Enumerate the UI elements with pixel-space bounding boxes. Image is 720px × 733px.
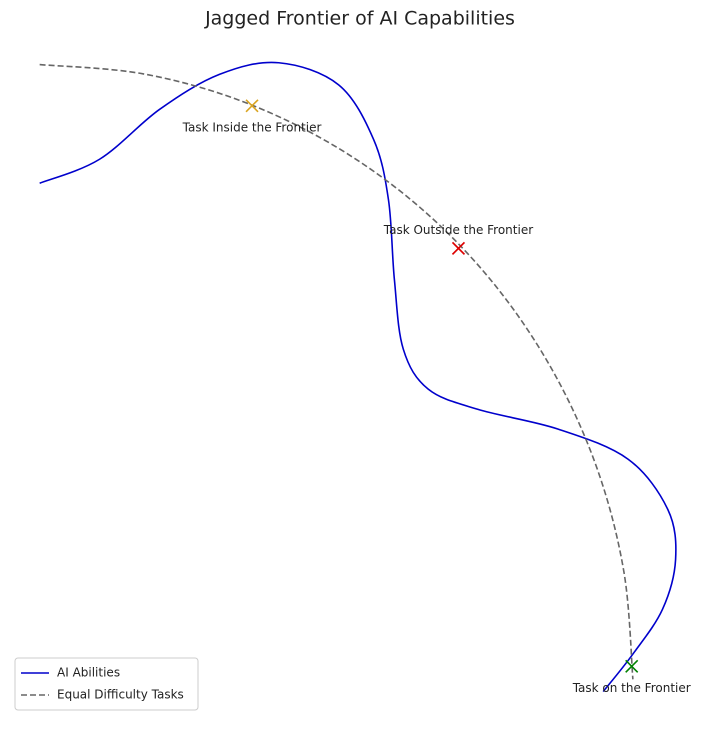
legend-label: AI Abilities bbox=[57, 666, 120, 680]
line bbox=[39, 61, 677, 693]
annotation: Task Outside the Frontier bbox=[383, 223, 533, 237]
legend-label: Equal Difficulty Tasks bbox=[57, 688, 184, 702]
annotation: Task on the Frontier bbox=[572, 681, 691, 695]
line bbox=[39, 63, 634, 680]
task-marker bbox=[245, 99, 259, 113]
annotation: Task Inside the Frontier bbox=[182, 120, 322, 134]
chart-title: Jagged Frontier of AI Capabilities bbox=[204, 8, 515, 30]
marker-stroke bbox=[625, 659, 639, 673]
task-marker bbox=[625, 659, 639, 673]
marker-stroke bbox=[245, 99, 259, 113]
task-marker bbox=[451, 241, 466, 255]
legend-box bbox=[14, 657, 199, 711]
marker-stroke bbox=[451, 241, 466, 255]
